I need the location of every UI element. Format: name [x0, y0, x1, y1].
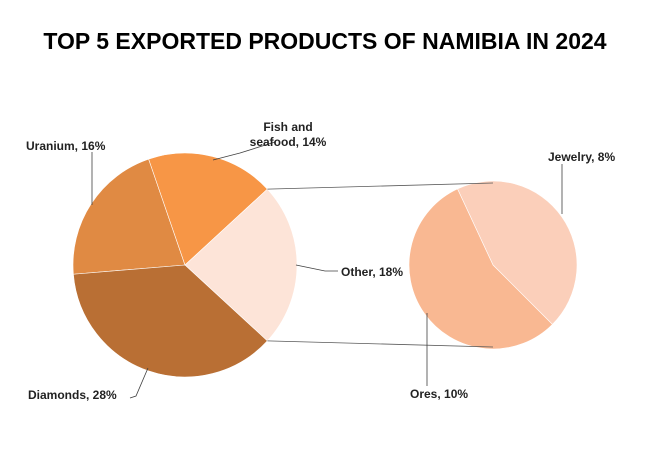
secondary-slice-jewelry [457, 180, 578, 325]
data-label-ores: Ores, 10% [410, 387, 468, 401]
connector-line-bottom [267, 340, 494, 348]
data-label-diamonds: Diamonds, 28% [28, 388, 117, 402]
connector-line-top [267, 182, 494, 190]
data-label-jewelry: Jewelry, 8% [548, 150, 615, 164]
main-slice-fish-and-seafood [148, 152, 268, 266]
data-label-other: Other, 18% [341, 265, 403, 279]
secondary-slice-ores [408, 188, 553, 350]
main-slice-uranium [72, 158, 186, 275]
leader-line-diamonds [129, 367, 149, 399]
leader-line-other [295, 264, 338, 272]
leader-line-fish-and-seafood [212, 141, 276, 161]
data-label-fish-and-seafood: Fish and seafood, 14% [250, 120, 327, 149]
chart-title: TOP 5 EXPORTED PRODUCTS OF NAMIBIA IN 20… [43, 28, 607, 54]
data-label-uranium: Uranium, 16% [26, 139, 106, 153]
main-slice-diamonds [73, 264, 268, 378]
